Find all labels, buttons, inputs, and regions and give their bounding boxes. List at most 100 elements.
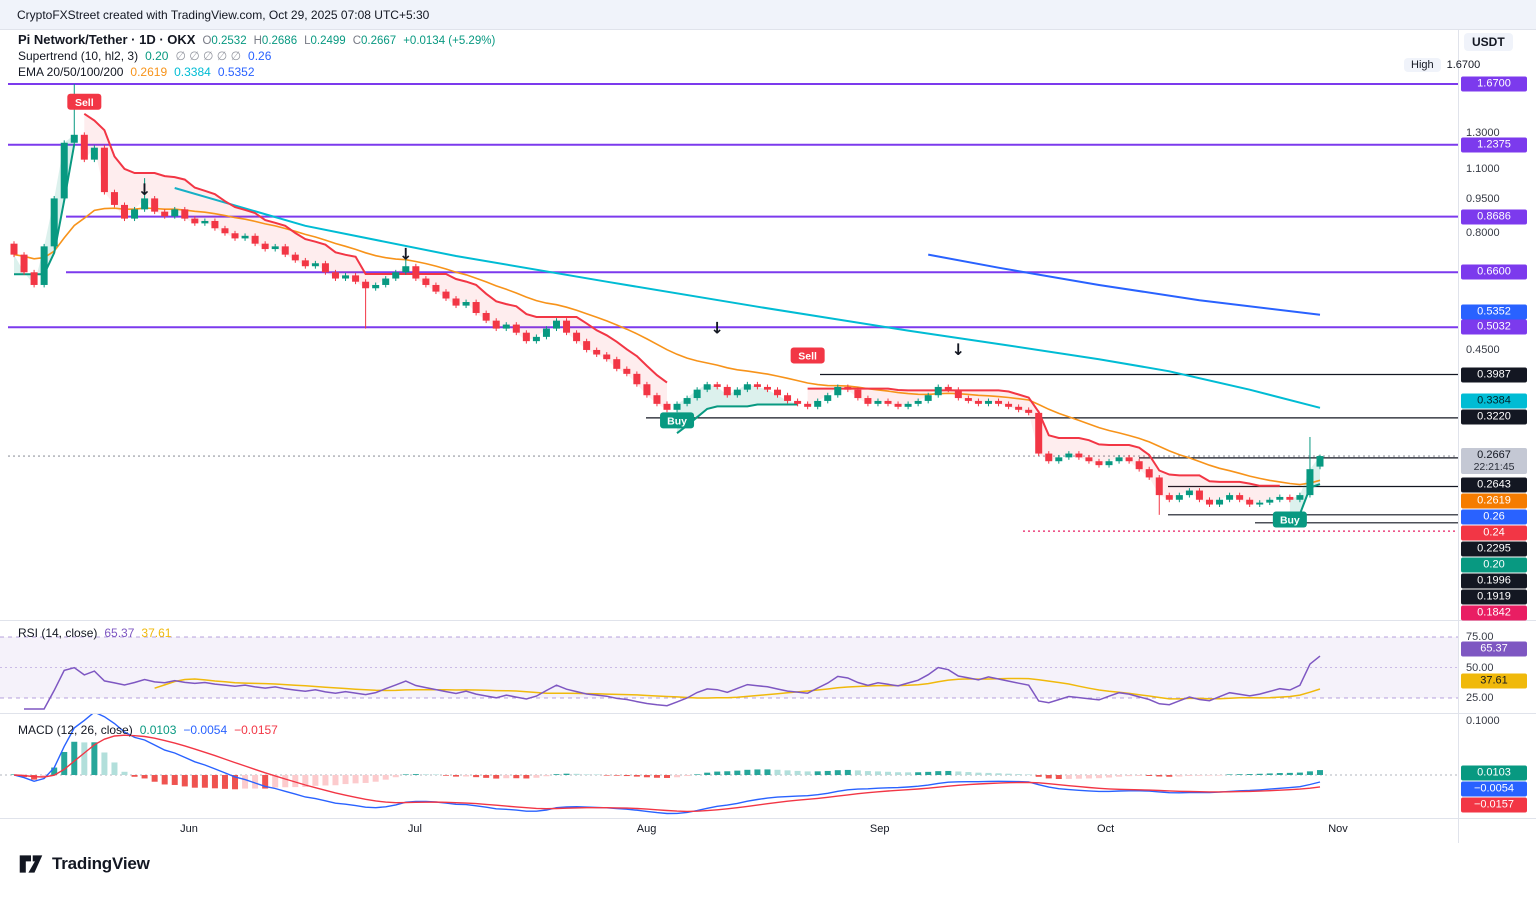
rsi-pane-canvas[interactable]: [0, 620, 1458, 713]
macd-histogram-bar: [1015, 774, 1022, 775]
macd-histogram-bar: [1246, 774, 1253, 775]
price-pane-canvas[interactable]: ↓ ↓ ↓ ↓ Sell Buy Sell Buy: [0, 30, 1458, 620]
axis-price-badge: 37.61: [1461, 673, 1527, 689]
high-value: 1.6700: [1446, 59, 1481, 71]
time-axis-label[interactable]: Oct: [1097, 823, 1115, 835]
macd-histogram-bar: [754, 769, 761, 775]
axis-price-badge: −0.0054: [1461, 781, 1527, 797]
time-axis-label[interactable]: Jul: [407, 823, 422, 835]
candle-body: [211, 220, 219, 229]
macd-histogram-bar: [493, 775, 500, 779]
rsi-band: [0, 637, 1458, 698]
macd-histogram-bar: [1206, 775, 1213, 776]
macd-histogram-bar: [684, 775, 691, 777]
candle-body: [995, 400, 1003, 404]
candle-body: [492, 320, 500, 329]
candle-body: [854, 389, 862, 399]
macd-histogram-bar: [1035, 775, 1042, 777]
macd-histogram-bar: [1256, 773, 1263, 775]
candle-body: [804, 403, 812, 407]
macd-histogram-bar: [262, 775, 269, 789]
macd-histogram-bar: [151, 775, 158, 782]
supertrend-line: [676, 403, 798, 434]
candle-body: [161, 211, 169, 217]
macd-histogram-bar: [41, 775, 48, 777]
macd-histogram-bar: [1196, 775, 1203, 776]
macd-histogram-bar: [905, 772, 912, 775]
time-axis-label[interactable]: Nov: [1328, 823, 1348, 835]
candle-body: [1115, 457, 1123, 462]
tradingview-logo[interactable]: TradingView: [18, 851, 150, 877]
ema20-value: 0.2619: [130, 65, 168, 79]
macd-histogram-bar: [1266, 773, 1273, 775]
ema20-line: [13, 207, 1321, 486]
pane-separator[interactable]: [0, 620, 1536, 621]
ema-legend[interactable]: EMA 20/50/100/200 0.2619 0.3384 0.5352: [18, 65, 255, 79]
axis-price-badge: 0.5032: [1461, 319, 1527, 335]
attribution-text: CryptoFXStreet created with TradingView.…: [17, 7, 430, 22]
macd-histogram-bar: [221, 775, 228, 789]
macd-histogram-bar: [292, 775, 299, 788]
candle-body: [623, 368, 631, 374]
candle-body: [362, 281, 370, 289]
candle-body: [151, 198, 159, 212]
time-axis-label[interactable]: Jun: [180, 823, 198, 835]
macd-legend[interactable]: MACD (12, 26, close) 0.0103 −0.0054 −0.0…: [18, 723, 278, 737]
macd-histogram-bar: [633, 775, 640, 777]
candle-body: [281, 246, 289, 255]
macd-histogram-bar: [1106, 775, 1113, 778]
supertrend-legend[interactable]: Supertrend (10, hl2, 3) 0.20 ∅ ∅ ∅ ∅ ∅ 0…: [18, 49, 271, 63]
macd-histogram-bar: [81, 742, 88, 775]
candle-body: [1246, 499, 1254, 505]
symbol-legend[interactable]: Pi Network/Tether · 1D · OKX O0.2532 H0.…: [18, 32, 495, 47]
candle-body: [824, 395, 832, 401]
macd-pane-canvas[interactable]: [0, 713, 1458, 818]
macd-histogram-bar: [794, 770, 801, 775]
candle-body: [693, 389, 701, 399]
macd-histogram-bar: [302, 775, 309, 787]
candle-body: [422, 278, 430, 285]
macd-histogram-bar: [1156, 775, 1163, 777]
axis-price-badge: 1.6700: [1461, 76, 1527, 92]
symbol-title[interactable]: Pi Network/Tether · 1D · OKX: [18, 32, 196, 47]
macd-histogram-bar: [402, 774, 409, 775]
time-axis-label[interactable]: Sep: [869, 823, 890, 835]
candle-body: [1005, 403, 1013, 407]
macd-histogram-bar: [1095, 775, 1102, 779]
macd-histogram-bar: [312, 775, 319, 786]
change-value: +0.0134 (+5.29%): [403, 35, 496, 47]
macd-histogram-bar: [965, 772, 972, 775]
candle-body: [753, 384, 761, 387]
candle-body: [1095, 461, 1103, 466]
candle-body: [673, 403, 681, 410]
axis-price-badge: 0.3384: [1461, 393, 1527, 409]
macd-histogram-bar: [593, 774, 600, 775]
time-axis-label[interactable]: Aug: [636, 823, 657, 835]
axis-tick: 0.8000: [1466, 227, 1500, 239]
candle-body: [964, 398, 972, 401]
candle-body: [683, 398, 691, 404]
ema200-line: [928, 253, 1321, 316]
candle-body: [141, 198, 149, 210]
candle-body: [1306, 469, 1314, 496]
candle-body: [462, 302, 470, 306]
axis-tick: 75.00: [1466, 631, 1494, 643]
candle-body: [1105, 461, 1113, 466]
rsi-legend[interactable]: RSI (14, close) 65.37 37.61: [18, 626, 171, 640]
candle-body: [1025, 409, 1033, 413]
macd-histogram-bar: [925, 771, 932, 775]
candle-body: [904, 403, 912, 407]
candle-body: [703, 384, 711, 390]
macd-histogram-bar: [1176, 775, 1183, 777]
macd-histogram-bar: [513, 775, 520, 779]
macd-histogram-bar: [171, 775, 178, 785]
ohlc-low: L0.2499: [304, 35, 346, 47]
ema-name: EMA 20/50/100/200: [18, 65, 124, 79]
axis-price-badge: 0.1842: [1461, 605, 1527, 621]
candle-body: [291, 254, 299, 261]
macd-signal-line: [13, 734, 1321, 813]
currency-badge[interactable]: USDT: [1464, 33, 1513, 51]
macd-histogram-bar: [824, 770, 831, 775]
sell-signal-text: Sell: [75, 97, 94, 109]
pane-separator[interactable]: [0, 713, 1536, 714]
